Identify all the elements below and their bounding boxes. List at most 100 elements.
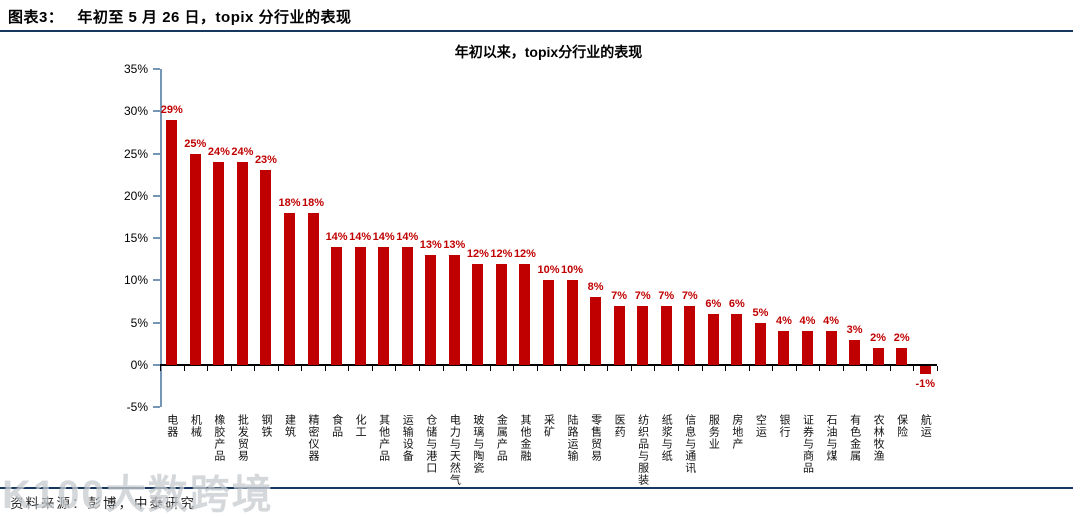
bar	[825, 331, 837, 365]
y-tick-label: 10%	[123, 273, 148, 288]
bar-value-label: 6%	[728, 298, 745, 311]
bar	[731, 314, 743, 365]
y-axis-tick	[153, 68, 160, 70]
bar-value-label: 3%	[846, 323, 863, 336]
bar	[849, 339, 861, 365]
bar-value-label: 13%	[419, 239, 442, 252]
x-axis-tick	[819, 366, 821, 371]
bar	[613, 305, 625, 365]
category-label: 有色金属	[848, 414, 861, 462]
category-label: 电力与天然气	[448, 414, 461, 486]
category-label: 机械	[189, 414, 202, 438]
bar-value-label: 2%	[893, 332, 910, 345]
y-axis-tick	[153, 152, 160, 155]
bar-value-label: -1%	[915, 378, 935, 391]
y-tick-label: 30%	[123, 104, 148, 119]
y-axis-tick	[153, 321, 160, 324]
category-label: 建筑	[283, 414, 296, 438]
bar	[637, 305, 649, 365]
category-label: 服务业	[707, 414, 720, 450]
category-label: 空运	[754, 414, 767, 438]
bar	[754, 322, 766, 365]
y-tick-label: 35%	[123, 62, 148, 76]
footer-divider	[0, 487, 1073, 489]
figure-caption-text: 年初至 5 月 26 日，topix 分行业的表现	[77, 9, 352, 26]
y-tick-label: 25%	[123, 146, 148, 161]
bar-value-label: 14%	[349, 230, 372, 243]
bar-value-label: 10%	[561, 264, 584, 277]
chart-title: 年初以来，topix分行业的表现	[454, 44, 643, 60]
bar	[660, 305, 672, 365]
category-label: 纺织品与服装	[636, 414, 649, 486]
bar-value-label: 24%	[231, 146, 254, 159]
bar	[590, 297, 602, 365]
bar	[495, 263, 507, 365]
bar	[284, 212, 295, 365]
bar-value-label: 8%	[587, 281, 604, 294]
category-label: 银行	[777, 414, 790, 438]
category-label: 运输设备	[401, 414, 414, 462]
x-axis-tick	[230, 366, 232, 371]
bar-value-label: 7%	[658, 289, 675, 302]
category-label: 金属产品	[495, 414, 508, 462]
category-label: 化工	[354, 414, 367, 438]
bar-value-label: 6%	[705, 298, 722, 311]
category-label: 其他金融	[518, 414, 531, 462]
category-label: 医药	[613, 414, 626, 438]
category-label: 零售贸易	[589, 414, 602, 462]
caption-divider	[0, 30, 1073, 32]
bar-value-label: 13%	[443, 239, 466, 252]
bar	[448, 255, 460, 365]
category-label: 石油与煤	[825, 414, 838, 462]
bar-value-label: 10%	[537, 264, 560, 277]
x-axis-tick	[160, 366, 161, 371]
x-axis-tick	[866, 366, 868, 371]
bar	[425, 255, 437, 365]
x-axis-tick	[654, 366, 656, 371]
category-label: 证券与商品	[801, 414, 814, 474]
category-label: 电器	[165, 414, 178, 438]
x-axis-tick	[889, 366, 891, 371]
x-axis-tick	[207, 366, 209, 371]
bar	[307, 212, 319, 365]
category-label: 信息与通讯	[683, 414, 696, 474]
bar-value-label: 14%	[372, 230, 395, 243]
y-tick-label: 0%	[130, 358, 148, 372]
bar	[707, 314, 719, 365]
y-tick-label: 5%	[130, 315, 148, 330]
y-axis-tick	[153, 364, 160, 366]
x-axis-tick	[937, 366, 938, 371]
y-tick-label: 15%	[123, 231, 148, 246]
figure-caption-label: 图表3：	[8, 9, 64, 26]
bar	[213, 162, 225, 365]
bar	[566, 280, 578, 365]
y-tick-label: 20%	[123, 188, 148, 203]
bar	[896, 348, 908, 365]
x-axis-tick	[371, 366, 373, 371]
bar-value-label: 4%	[799, 315, 816, 328]
figure-caption: 图表3： 年初至 5 月 26 日，topix 分行业的表现	[8, 6, 352, 27]
x-axis-tick	[466, 366, 468, 371]
y-axis-tick	[153, 279, 160, 282]
category-label: 保险	[895, 414, 908, 438]
category-label: 橡胶产品	[212, 414, 225, 462]
bar-value-label: 7%	[611, 289, 628, 302]
x-axis-tick	[348, 366, 350, 371]
x-axis-tick	[254, 366, 256, 371]
x-axis-tick	[489, 366, 491, 371]
x-axis-tick	[772, 366, 774, 371]
category-label: 钢铁	[259, 414, 272, 438]
x-axis-tick	[560, 366, 562, 371]
category-label: 批发贸易	[236, 414, 249, 462]
x-axis-tick	[183, 366, 185, 371]
source-text: 资料来源：彭博，中泰研究	[10, 496, 196, 511]
bar-value-label: 4%	[776, 315, 792, 328]
category-label: 纸浆与纸	[660, 414, 673, 462]
bar-value-label: 2%	[870, 332, 887, 345]
category-label: 采矿	[542, 414, 555, 438]
bar	[166, 119, 178, 365]
category-label: 食品	[330, 414, 343, 438]
category-label: 仓储与港口	[424, 414, 437, 474]
